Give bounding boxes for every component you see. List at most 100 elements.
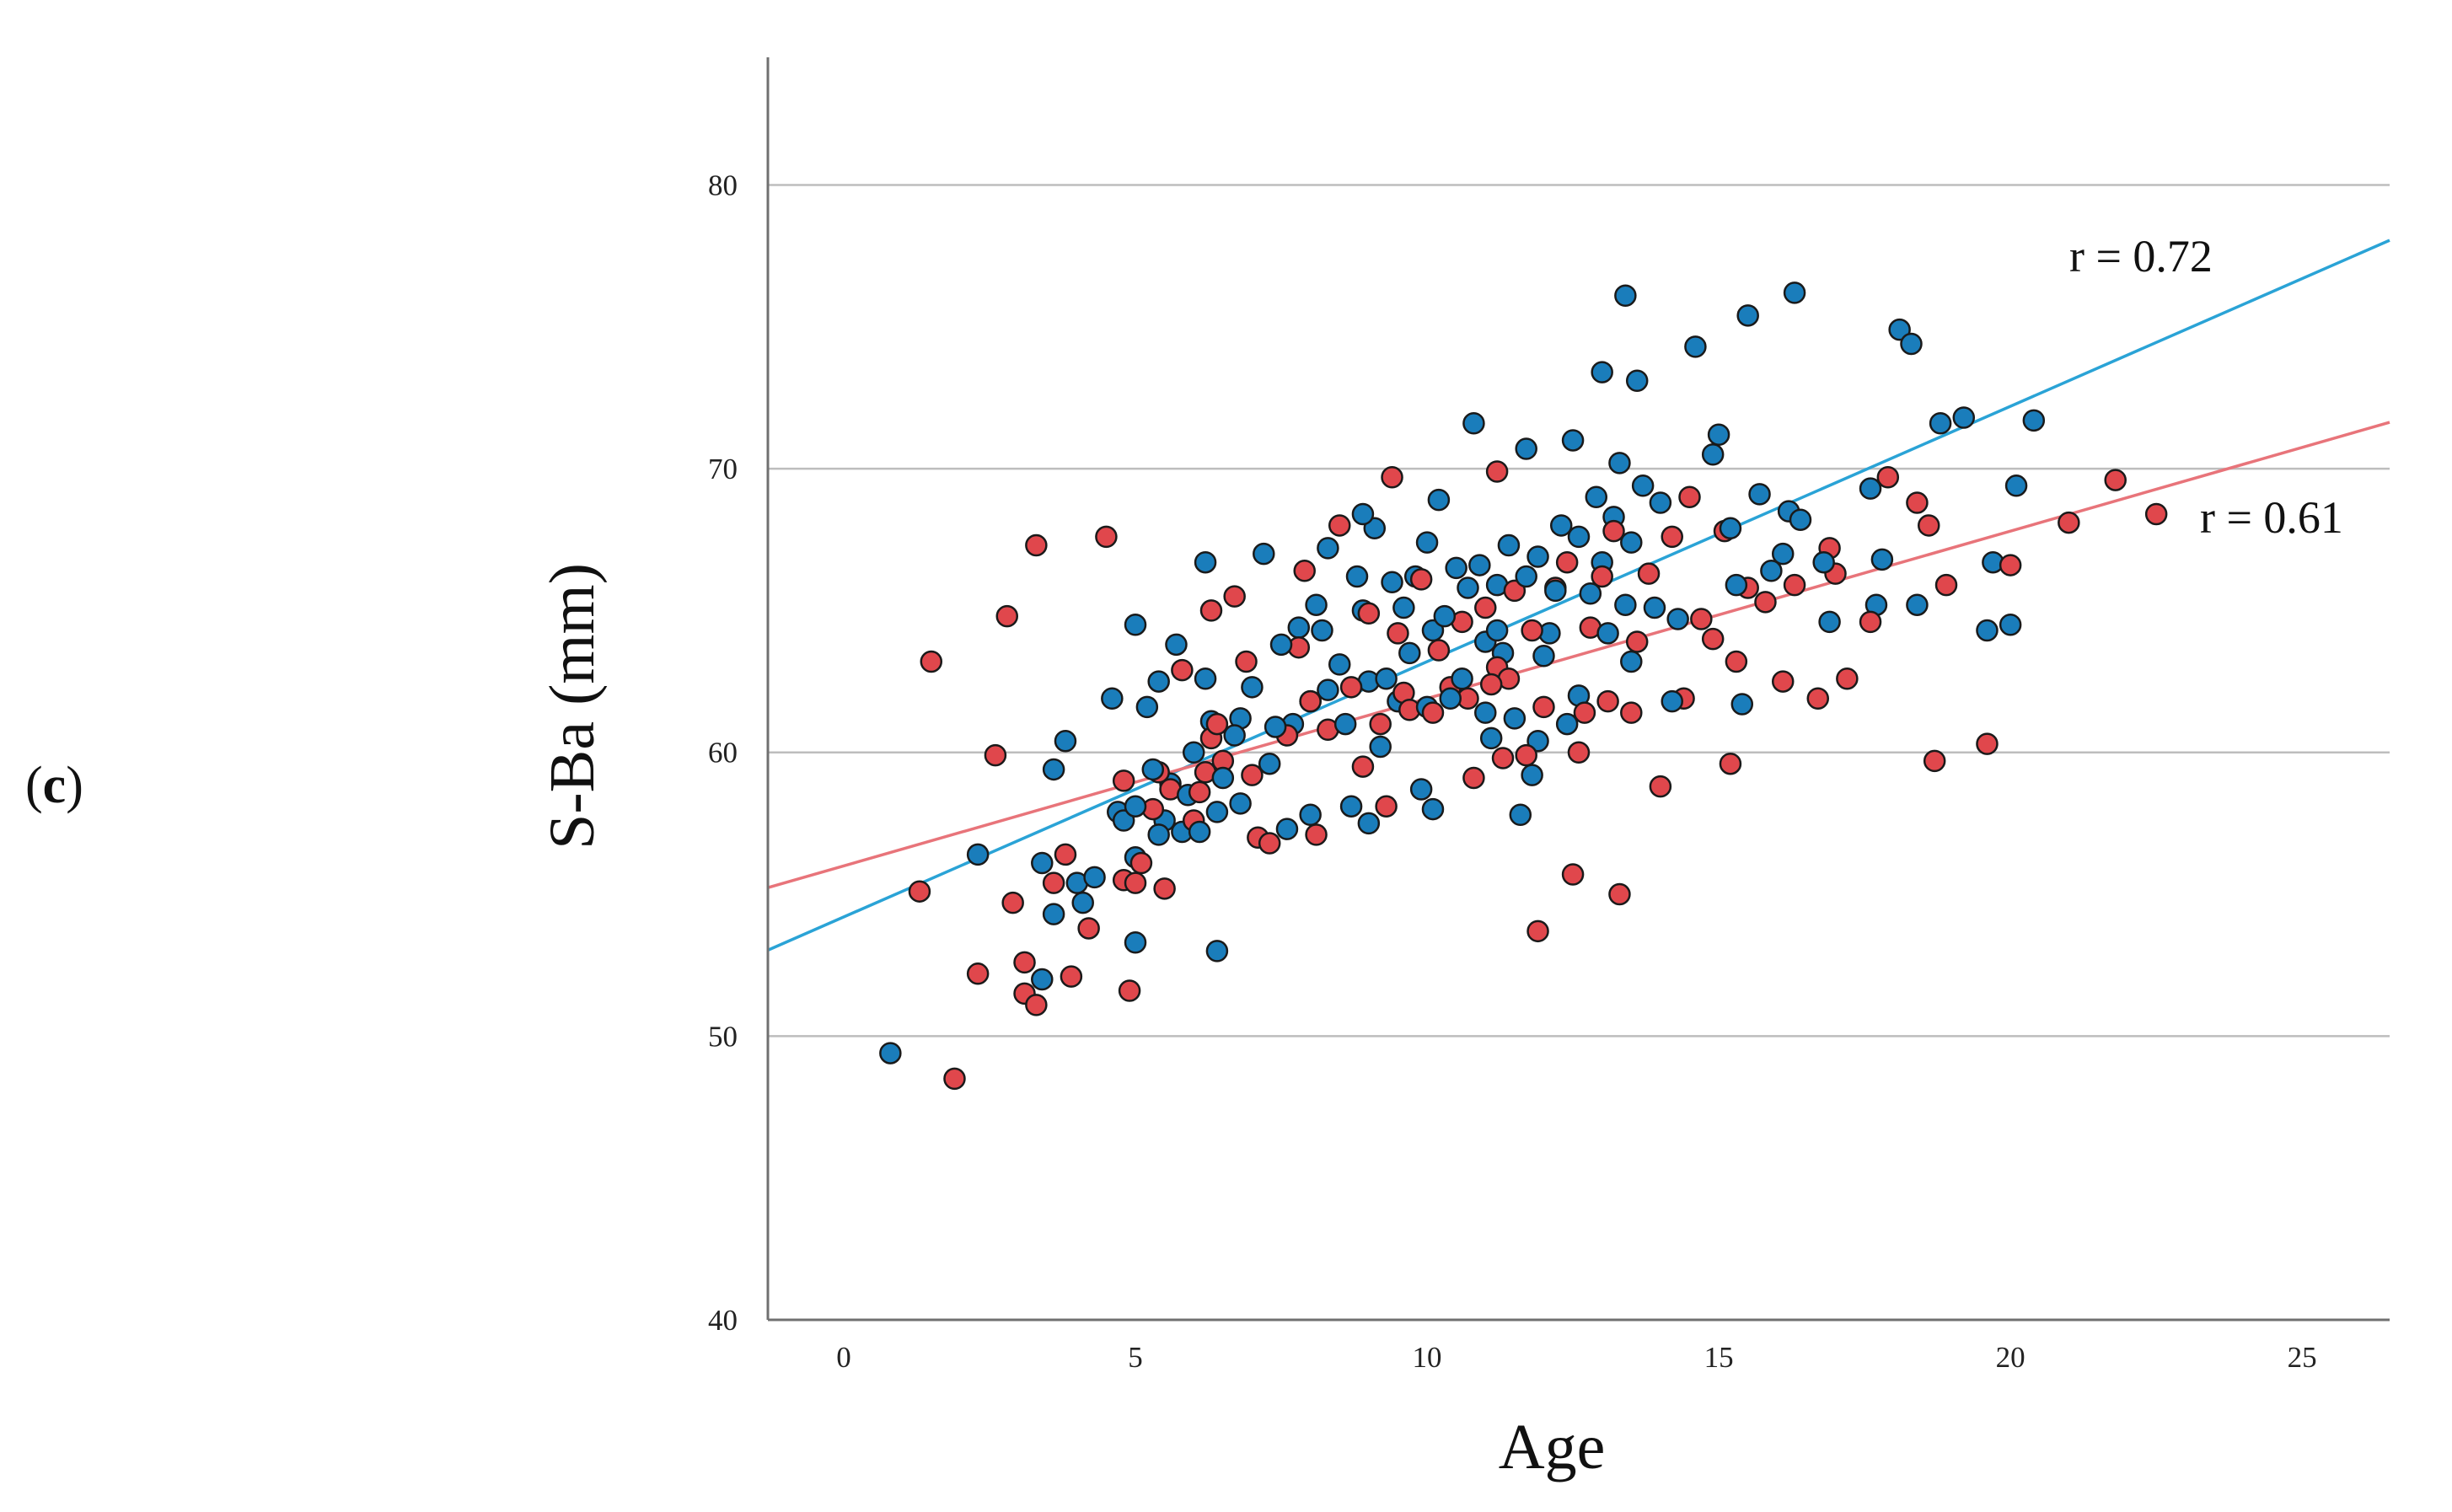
point-red-69 [1521, 619, 1543, 642]
point-red-13 [1060, 965, 1083, 988]
point-red-45 [1339, 676, 1363, 699]
point-blue-120 [1701, 443, 1725, 466]
point-blue-61 [1375, 667, 1398, 690]
fit-line-blue [767, 239, 2390, 952]
point-red-84 [1637, 562, 1661, 585]
point-blue-5 [1042, 758, 1065, 781]
point-blue-114 [1631, 475, 1655, 497]
point-red-104 [1906, 491, 1929, 514]
point-red-90 [1701, 627, 1725, 651]
point-red-109 [1999, 554, 2022, 576]
point-blue-123 [1725, 573, 1748, 597]
point-red-20 [1129, 851, 1153, 875]
point-red-96 [1771, 670, 1795, 693]
y-tick-label-60: 60 [708, 737, 738, 769]
point-red-62 [1479, 673, 1503, 696]
point-red-29 [1199, 599, 1223, 622]
point-blue-88 [1509, 803, 1532, 827]
point-blue-27 [1188, 820, 1211, 844]
point-blue-134 [1859, 477, 1882, 500]
point-blue-112 [1620, 531, 1643, 554]
point-red-92 [1719, 752, 1742, 775]
point-blue-47 [1305, 593, 1328, 616]
point-blue-4 [1042, 903, 1065, 925]
point-red-0 [908, 880, 931, 903]
point-blue-33 [1211, 766, 1235, 790]
point-blue-26 [1182, 741, 1205, 764]
point-blue-36 [1229, 792, 1252, 815]
point-red-46 [1351, 755, 1375, 778]
point-blue-125 [1736, 304, 1759, 327]
point-blue-106 [1596, 622, 1619, 645]
r-label-blue: r = 0.72 [2069, 231, 2213, 281]
point-blue-89 [1515, 437, 1537, 460]
y-tick-label-80: 80 [708, 169, 738, 201]
point-blue-119 [1684, 335, 1707, 358]
point-blue-72 [1427, 488, 1451, 512]
point-blue-65 [1398, 641, 1421, 665]
point-blue-15 [1124, 931, 1147, 954]
point-blue-144 [1999, 614, 2022, 636]
point-red-107 [1934, 573, 1958, 597]
point-blue-83 [1485, 619, 1509, 642]
point-blue-96 [1544, 579, 1567, 603]
point-red-7 [1013, 951, 1036, 974]
point-blue-137 [1888, 318, 1911, 341]
point-blue-140 [1929, 412, 1952, 435]
point-red-33 [1223, 585, 1246, 608]
point-blue-94 [1532, 645, 1555, 668]
point-blue-117 [1661, 689, 1683, 713]
x-tick-label-5: 5 [1128, 1341, 1143, 1374]
point-blue-60 [1369, 735, 1392, 759]
point-blue-90 [1515, 565, 1537, 588]
point-blue-34 [1223, 724, 1246, 747]
point-red-81 [1608, 882, 1631, 906]
point-blue-139 [1906, 593, 1929, 616]
point-blue-138 [1900, 332, 1923, 356]
point-blue-92 [1526, 730, 1549, 753]
point-blue-0 [879, 1042, 902, 1064]
point-blue-70 [1421, 619, 1445, 642]
point-blue-28 [1194, 667, 1217, 690]
point-blue-9 [1083, 866, 1106, 889]
point-blue-80 [1474, 701, 1497, 724]
point-blue-113 [1625, 369, 1649, 393]
point-blue-38 [1253, 542, 1275, 566]
point-blue-77 [1457, 576, 1479, 599]
point-red-48 [1369, 712, 1392, 736]
point-red-61 [1474, 596, 1497, 619]
point-red-67 [1503, 579, 1526, 603]
point-red-44 [1328, 514, 1351, 537]
point-blue-1 [966, 843, 990, 866]
point-blue-111 [1620, 650, 1643, 673]
point-red-86 [1661, 525, 1683, 549]
point-red-105 [1918, 514, 1940, 537]
point-blue-37 [1241, 676, 1264, 699]
point-blue-93 [1526, 545, 1549, 568]
x-tick-label-20: 20 [1996, 1341, 2025, 1374]
point-red-98 [1806, 687, 1830, 710]
point-blue-44 [1287, 616, 1311, 639]
point-blue-62 [1381, 571, 1403, 594]
point-red-74 [1561, 863, 1585, 886]
point-red-31 [1205, 712, 1229, 736]
point-red-49 [1375, 795, 1398, 818]
point-red-82 [1620, 701, 1643, 724]
point-red-23 [1153, 877, 1176, 900]
point-red-68 [1515, 743, 1537, 767]
tick-labels: 40 50 60 70 80 0 5 10 15 20 25 [708, 169, 2317, 1374]
point-blue-55 [1351, 502, 1375, 526]
point-blue-76 [1451, 667, 1473, 690]
point-red-93 [1725, 650, 1748, 673]
point-red-71 [1532, 695, 1555, 719]
point-red-50 [1381, 465, 1403, 489]
point-blue-130 [1783, 281, 1806, 304]
point-blue-16 [1124, 614, 1147, 636]
point-blue-31 [1205, 801, 1229, 823]
point-blue-136 [1870, 548, 1894, 571]
point-red-55 [1421, 701, 1445, 724]
point-blue-122 [1719, 517, 1742, 540]
x-tick-label-15: 15 [1704, 1341, 1734, 1374]
gridlines [768, 184, 2390, 1037]
